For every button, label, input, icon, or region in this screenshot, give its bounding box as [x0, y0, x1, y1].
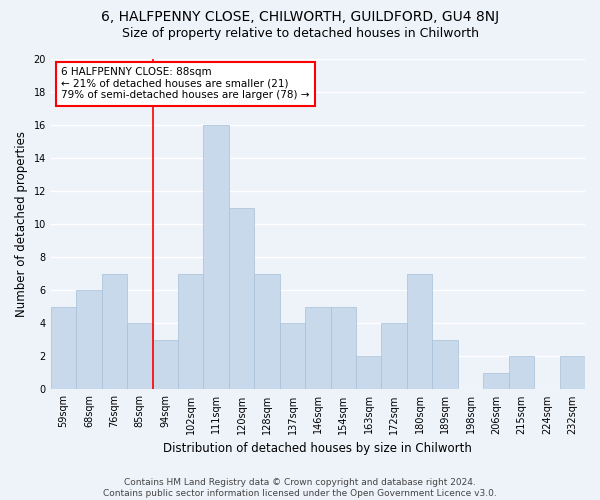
Bar	[407, 274, 433, 390]
X-axis label: Distribution of detached houses by size in Chilworth: Distribution of detached houses by size …	[163, 442, 472, 455]
Bar	[203, 125, 229, 390]
Bar	[51, 307, 76, 390]
Bar	[127, 324, 152, 390]
Bar	[356, 356, 382, 390]
Text: 6, HALFPENNY CLOSE, CHILWORTH, GUILDFORD, GU4 8NJ: 6, HALFPENNY CLOSE, CHILWORTH, GUILDFORD…	[101, 10, 499, 24]
Bar	[483, 373, 509, 390]
Y-axis label: Number of detached properties: Number of detached properties	[15, 131, 28, 317]
Bar	[101, 274, 127, 390]
Bar	[152, 340, 178, 390]
Bar	[382, 324, 407, 390]
Bar	[254, 274, 280, 390]
Bar	[331, 307, 356, 390]
Text: 6 HALFPENNY CLOSE: 88sqm
← 21% of detached houses are smaller (21)
79% of semi-d: 6 HALFPENNY CLOSE: 88sqm ← 21% of detach…	[61, 68, 310, 100]
Text: Contains HM Land Registry data © Crown copyright and database right 2024.
Contai: Contains HM Land Registry data © Crown c…	[103, 478, 497, 498]
Bar	[229, 208, 254, 390]
Bar	[560, 356, 585, 390]
Bar	[76, 290, 101, 390]
Bar	[433, 340, 458, 390]
Bar	[305, 307, 331, 390]
Bar	[280, 324, 305, 390]
Text: Size of property relative to detached houses in Chilworth: Size of property relative to detached ho…	[121, 28, 479, 40]
Bar	[178, 274, 203, 390]
Bar	[509, 356, 534, 390]
